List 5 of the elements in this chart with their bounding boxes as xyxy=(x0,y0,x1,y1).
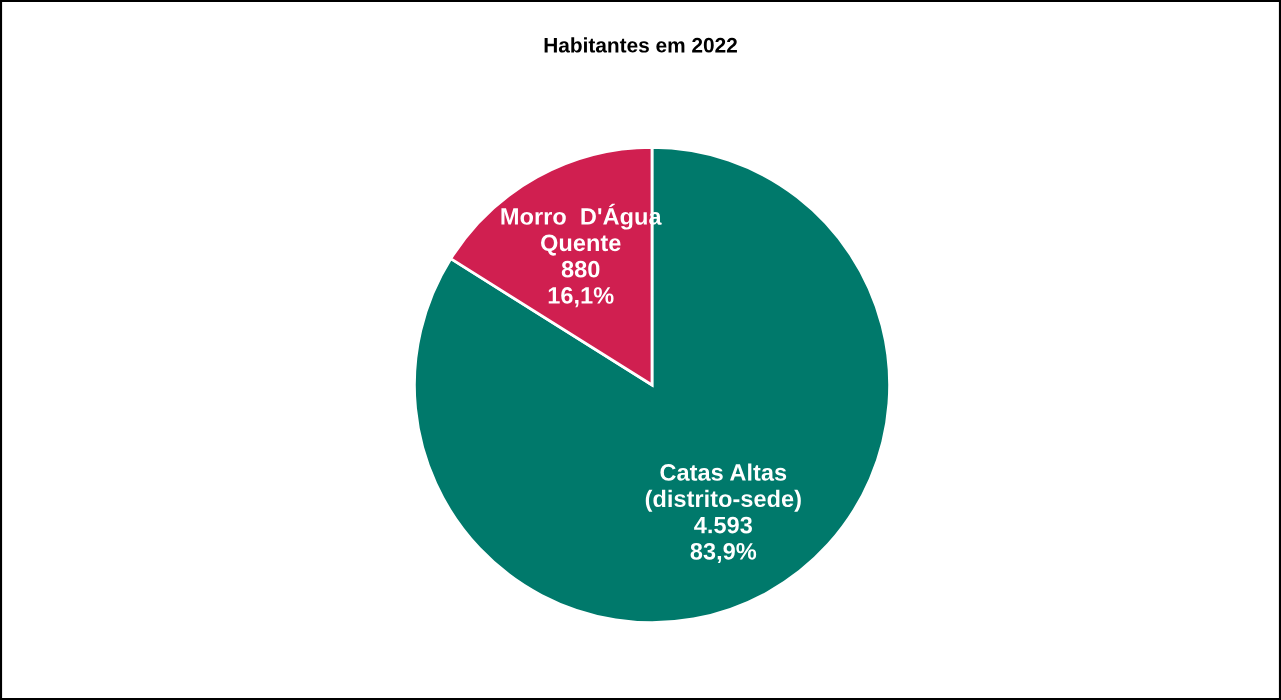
slice-label: Catas Altas (distrito-sede) xyxy=(645,463,801,512)
chart-title: Habitantes em 2022 xyxy=(544,37,737,53)
data-label: 880 16,1% xyxy=(548,260,614,308)
data-label: 4.593 83,9% xyxy=(690,516,757,564)
pie-slice xyxy=(413,146,891,624)
